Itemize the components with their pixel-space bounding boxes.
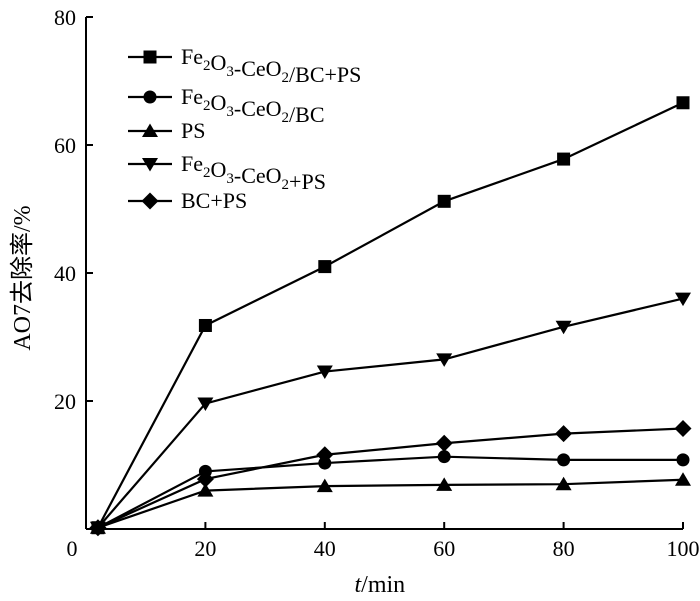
data-point [676, 96, 690, 110]
legend-marker [141, 192, 159, 210]
y-tick-label: 40 [54, 261, 76, 286]
data-point [316, 446, 334, 464]
x-tick-label: 60 [433, 536, 455, 561]
legend-entry: Fe2O3-CeO2+PS [128, 151, 326, 194]
legend-marker [142, 123, 158, 137]
data-point [555, 476, 572, 491]
legend-label: Fe2O3-CeO2/BC+PS [181, 44, 361, 87]
data-point [318, 260, 332, 274]
data-point [196, 470, 214, 488]
series [91, 450, 690, 535]
legend-label: PS [181, 118, 205, 143]
axes: 0 20 40 60 80 100 20 40 60 80 t/min AO7去除率/% [9, 5, 700, 598]
series [89, 292, 691, 536]
legend-marker [143, 50, 157, 64]
data-point [316, 365, 333, 380]
data-point [197, 483, 214, 497]
series-line [97, 427, 684, 529]
data-point [435, 434, 453, 452]
data-point [555, 425, 573, 443]
legend-label: BC+PS [181, 188, 247, 213]
legend-label: Fe2O3-CeO2/BC [181, 84, 325, 127]
x-tick-label: 20 [194, 536, 216, 561]
x-tick-label: 80 [553, 536, 575, 561]
data-point [437, 194, 451, 208]
data-point [436, 353, 453, 367]
series [89, 472, 691, 534]
data-point [557, 453, 571, 467]
legend-entry: Fe2O3-CeO2/BC [128, 84, 325, 127]
legend-marker [142, 158, 158, 172]
data-point [555, 320, 572, 335]
legend-marker [143, 90, 157, 104]
legend-label: Fe2O3-CeO2+PS [181, 151, 326, 194]
data-point [675, 472, 691, 486]
legend-entry: Fe2O3-CeO2/BC+PS [128, 44, 361, 87]
series-line [96, 101, 684, 529]
data-point [197, 397, 214, 412]
data-point [675, 292, 691, 307]
data-point [557, 152, 571, 166]
y-tick-label: 20 [54, 389, 76, 414]
series-line [97, 297, 684, 529]
data-point [676, 453, 690, 467]
x-tick-label: 100 [667, 536, 700, 561]
series-line [97, 478, 684, 529]
series-lines [89, 96, 692, 537]
y-tick-label: 80 [54, 5, 76, 30]
y-axis-title: AO7去除率/% [9, 205, 36, 350]
data-point [437, 450, 451, 464]
x-tick-label: 0 [67, 536, 78, 561]
data-point [436, 477, 453, 491]
data-point [316, 478, 333, 493]
series-line [97, 455, 683, 529]
x-axis-title: t/min [355, 572, 406, 598]
data-point [198, 318, 212, 332]
data-point [674, 420, 692, 438]
x-tick-label: 40 [314, 536, 336, 561]
series [89, 420, 692, 537]
y-tick-label: 60 [54, 133, 76, 158]
legend-entry: PS [128, 118, 205, 143]
data-point [89, 519, 107, 537]
legend-entry: BC+PS [128, 188, 247, 213]
